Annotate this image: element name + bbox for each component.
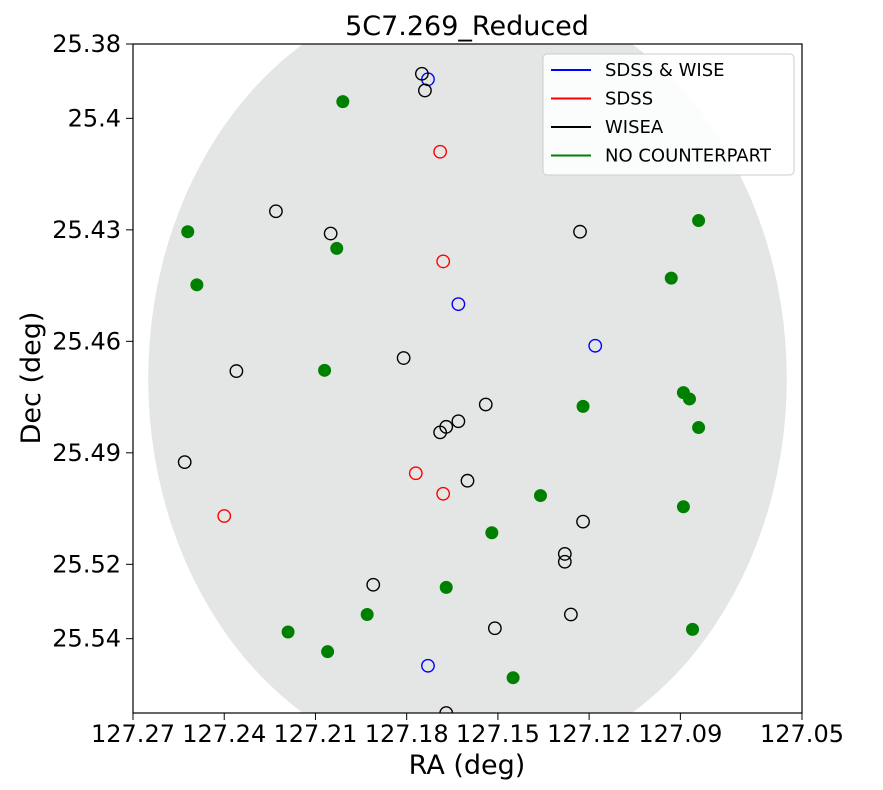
data-point — [588, 338, 603, 353]
field-layer — [148, 44, 787, 713]
x-tick-label: 127.18 — [365, 720, 449, 748]
series-sdss — [217, 144, 451, 523]
x-tick-label: 127.12 — [547, 720, 631, 748]
data-point — [451, 297, 466, 312]
y-tick-label: 25.43 — [52, 216, 121, 244]
data-point — [181, 225, 195, 239]
x-tick-label: 127.24 — [182, 720, 266, 748]
y-tick-label: 25.49 — [52, 439, 121, 467]
y-tick-label: 25.46 — [52, 327, 121, 355]
data-point — [269, 204, 283, 219]
data-point — [190, 278, 204, 292]
series-no-counterpart — [181, 95, 706, 685]
x-tick-label: 127.05 — [760, 720, 844, 748]
x-tick-label: 127.21 — [273, 720, 357, 748]
data-point — [414, 66, 429, 81]
field-of-view — [148, 44, 787, 713]
data-point — [323, 226, 338, 241]
data-point — [533, 489, 547, 503]
data-points — [177, 66, 706, 713]
y-ticks: 25.38 25.4 25.43 25.46 25.49 25.52 25.54 — [52, 30, 133, 653]
data-point — [478, 397, 493, 412]
data-point — [318, 363, 332, 377]
data-point — [217, 509, 232, 523]
data-point — [396, 351, 411, 365]
data-point — [557, 554, 572, 569]
y-axis-label: Dec (deg) — [16, 312, 47, 445]
data-point — [281, 625, 295, 639]
legend-label: NO COUNTERPART — [605, 146, 772, 167]
data-point — [692, 421, 706, 435]
legend-label: SDSS — [605, 89, 653, 110]
y-tick-label: 25.54 — [52, 625, 121, 653]
data-point — [421, 658, 435, 673]
legend-box — [542, 53, 795, 176]
series-wisea — [177, 66, 590, 713]
data-point — [557, 547, 572, 561]
x-tick-label: 127.15 — [456, 720, 540, 748]
data-point — [330, 241, 344, 255]
data-point — [487, 621, 502, 636]
data-point — [436, 486, 451, 501]
data-point — [576, 514, 590, 529]
data-point — [451, 414, 466, 429]
x-ticks: 127.27 127.24 127.21 127.18 127.15 127.12 127.… — [91, 713, 844, 748]
data-point — [408, 466, 423, 481]
legend: SDSS & WISE SDSS WISEA NO COUNTERPART — [542, 53, 795, 176]
data-point — [321, 645, 335, 659]
y-tick-label: 25.4 — [68, 104, 121, 132]
legend-label: SDSS & WISE — [605, 60, 725, 81]
data-point — [366, 577, 381, 592]
legend-label: WISEA — [605, 117, 664, 138]
data-point — [436, 254, 451, 269]
y-tick-label: 25.38 — [52, 30, 121, 58]
data-point — [433, 144, 448, 159]
data-point — [485, 526, 499, 540]
data-point — [439, 580, 453, 594]
x-axis-label: RA (deg) — [409, 750, 526, 781]
data-point — [682, 392, 696, 406]
plot-frame — [132, 43, 803, 714]
x-tick-label: 127.27 — [91, 720, 175, 748]
data-point — [418, 83, 432, 98]
data-point — [360, 608, 374, 622]
data-point — [177, 455, 192, 470]
y-tick-label: 25.52 — [52, 550, 121, 578]
data-point — [692, 214, 706, 228]
chart-title: 5C7.269_Reduced — [345, 11, 589, 42]
x-tick-label: 127.09 — [638, 720, 722, 748]
data-point — [686, 622, 700, 636]
data-point — [229, 364, 244, 378]
data-point — [676, 500, 690, 514]
data-point — [563, 607, 578, 622]
data-point — [506, 671, 520, 685]
data-point — [573, 224, 587, 239]
data-point — [460, 473, 475, 488]
data-point — [576, 399, 590, 413]
data-point — [336, 95, 350, 109]
data-point — [433, 425, 448, 440]
data-point — [664, 271, 678, 285]
